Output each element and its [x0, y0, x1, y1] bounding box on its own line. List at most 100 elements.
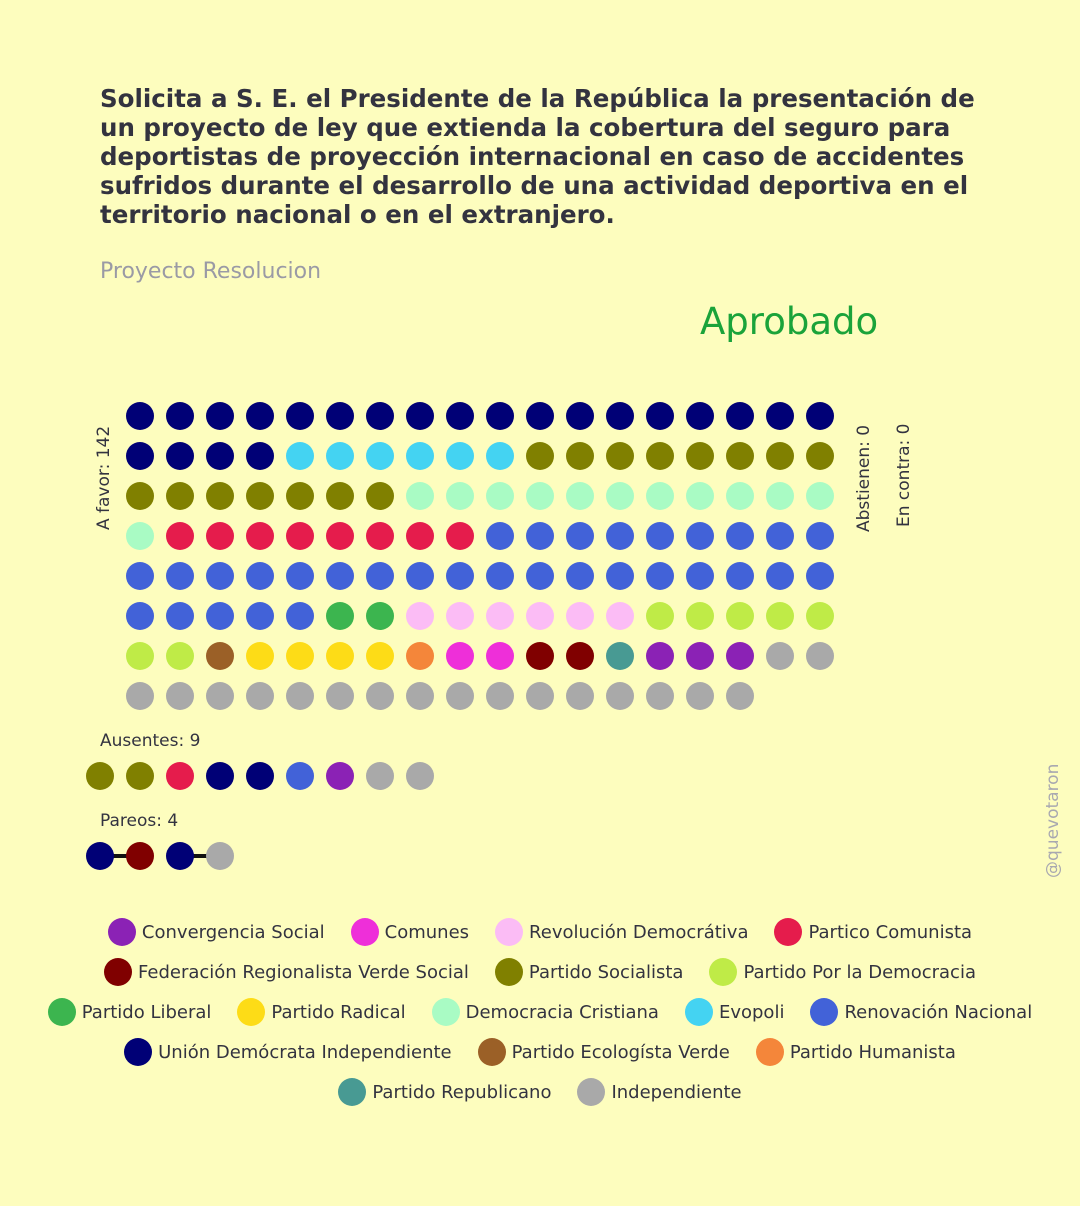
vote-dot-ind	[806, 642, 834, 670]
vote-dot-dc	[446, 482, 474, 510]
vote-dot-pc	[166, 522, 194, 550]
vote-dot-rd	[446, 602, 474, 630]
vote-dot-cs	[686, 642, 714, 670]
vote-dot-rn	[126, 602, 154, 630]
vote-type-subtitle: Proyecto Resolucion	[100, 259, 322, 284]
vote-dot-udi	[566, 402, 594, 430]
legend-item: Independiente	[577, 1078, 742, 1106]
vote-dot-pl	[326, 602, 354, 630]
vote-dot-ind	[566, 682, 594, 710]
vote-dot-ps	[726, 442, 754, 470]
vote-dot-ps	[126, 482, 154, 510]
legend-swatch	[104, 958, 132, 986]
vote-dot-rn	[686, 562, 714, 590]
vote-dot-udi	[446, 402, 474, 430]
legend-swatch	[350, 918, 379, 946]
legend-item: Partico Comunista	[774, 918, 972, 946]
ausentes-label: Ausentes: 9	[100, 731, 201, 751]
vote-dot-dc	[726, 482, 754, 510]
legend-label: Partido Radical	[271, 1001, 406, 1023]
vote-dot-dc	[606, 482, 634, 510]
vote-dot-pc	[366, 522, 394, 550]
vote-dot-udi	[206, 402, 234, 430]
legend-swatch	[684, 998, 713, 1026]
vote-dot-pc	[406, 522, 434, 550]
vote-dot-rd	[486, 602, 514, 630]
vote-dot-ps	[566, 442, 594, 470]
vote-dot-ps	[286, 482, 314, 510]
vote-dot-pev	[206, 642, 234, 670]
vote-dot-rn	[326, 562, 354, 590]
legend-label: Democracia Cristiana	[465, 1001, 659, 1023]
vote-dot-ind	[606, 682, 634, 710]
vote-dot-ind	[206, 682, 234, 710]
vote-dot-cs	[646, 642, 674, 670]
vote-dot-frvs	[566, 642, 594, 670]
vote-dot-rep	[606, 642, 634, 670]
vote-dot-udi	[246, 442, 274, 470]
vote-dot-dc	[486, 482, 514, 510]
vote-dot-ppd	[806, 602, 834, 630]
vote-dot-ind	[246, 682, 274, 710]
vote-dot-udi	[126, 402, 154, 430]
vote-dot-rd	[606, 602, 634, 630]
vote-dot-ps	[686, 442, 714, 470]
vote-dot-ppd	[726, 602, 754, 630]
vote-dot-udi	[686, 402, 714, 430]
vote-dot-evo	[366, 442, 394, 470]
legend-item: Convergencia Social	[107, 918, 325, 946]
vote-dot-udi	[126, 442, 154, 470]
vote-dot-ind	[486, 682, 514, 710]
vote-dot-rn	[766, 562, 794, 590]
legend-item: Evopoli	[684, 998, 784, 1026]
legend-item: Partido Liberal	[47, 998, 211, 1026]
pair-dot-frvs	[126, 842, 154, 870]
absent-dot-ind	[366, 762, 394, 790]
vote-dot-ind	[166, 682, 194, 710]
vote-dot-udi	[486, 402, 514, 430]
vote-dot-rn	[726, 522, 754, 550]
vote-dot-ppd	[766, 602, 794, 630]
vote-dot-udi	[806, 402, 834, 430]
legend-label: Convergencia Social	[141, 921, 325, 943]
vote-title: Solicita a S. E. el Presidente de la Rep…	[100, 84, 975, 229]
vote-dot-pc	[286, 522, 314, 550]
vote-dot-ind	[406, 682, 434, 710]
vote-dot-rn	[486, 562, 514, 590]
vote-dot-ppd	[646, 602, 674, 630]
absent-dot-ps	[86, 762, 114, 790]
absent-dot-cs	[326, 762, 354, 790]
absent-dot-rn	[286, 762, 314, 790]
legend-label: Unión Demócrata Independiente	[158, 1041, 452, 1063]
legend-swatch	[47, 998, 76, 1026]
vote-dot-ind	[286, 682, 314, 710]
vote-dot-ps	[246, 482, 274, 510]
vote-dot-udi	[646, 402, 674, 430]
legend-swatch	[237, 998, 266, 1026]
vote-dot-pc	[246, 522, 274, 550]
vote-dot-pc	[206, 522, 234, 550]
vote-dot-rn	[366, 562, 394, 590]
vote-dot-rn	[126, 562, 154, 590]
absent-dot-ind	[406, 762, 434, 790]
absent-dot-pc	[166, 762, 194, 790]
pareos-label: Pareos: 4	[100, 811, 179, 831]
vote-dot-ps	[206, 482, 234, 510]
legend-item: Democracia Cristiana	[431, 998, 659, 1026]
legend-item: Unión Demócrata Independiente	[124, 1038, 452, 1066]
legend-label: Partido Socialista	[528, 961, 684, 983]
vote-dot-ps	[606, 442, 634, 470]
pair-dot-udi	[86, 842, 114, 870]
legend-swatch	[477, 1038, 506, 1066]
legend-label: Partido Ecologísta Verde	[511, 1041, 730, 1063]
legend-item: Comunes	[350, 918, 469, 946]
vote-dot-ppd	[166, 642, 194, 670]
legend-item: Federación Regionalista Verde Social	[104, 958, 469, 986]
pair-dot-udi	[166, 842, 194, 870]
vote-dot-udi	[766, 402, 794, 430]
vote-result: Aprobado	[700, 300, 879, 343]
vote-dot-rn	[646, 562, 674, 590]
vote-dot-rn	[246, 602, 274, 630]
a-favor-label: A favor: 142	[94, 425, 114, 530]
vote-dot-udi	[166, 402, 194, 430]
